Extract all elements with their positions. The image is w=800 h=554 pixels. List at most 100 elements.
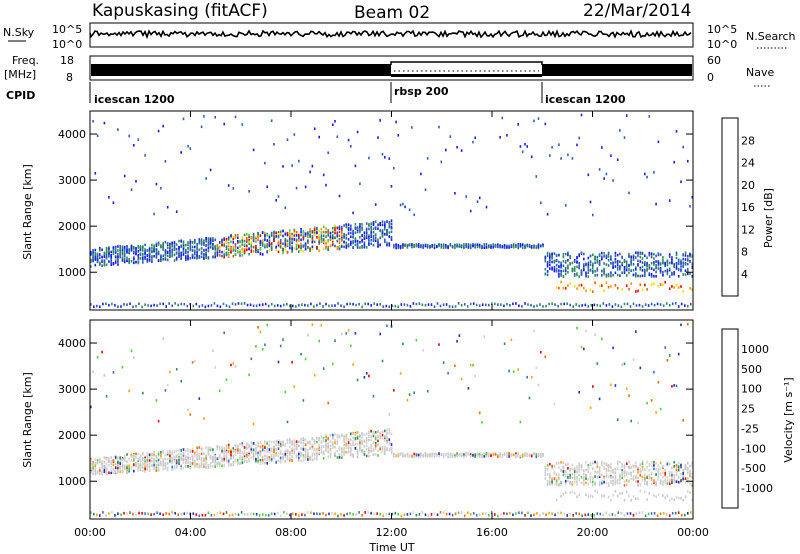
scatter-cell [282, 452, 284, 456]
scatter-cell [384, 233, 386, 236]
scatter-cell [300, 242, 302, 246]
scatter-cell [171, 254, 173, 258]
scatter-cell [309, 440, 311, 443]
scatter-cell [370, 444, 372, 447]
scatter-cell [218, 447, 221, 451]
scatter-cell [350, 225, 352, 228]
scatter-cell [268, 459, 271, 462]
scatter-cell [553, 402, 556, 406]
scatter-cell [519, 145, 522, 148]
scatter-cell [639, 366, 642, 370]
scatter-cell [442, 455, 445, 459]
scatter-cell [316, 437, 318, 440]
scatter-cell [551, 146, 553, 149]
scatter-cell [239, 443, 241, 446]
scatter-cell [659, 461, 662, 465]
scatter-cell [573, 269, 576, 272]
scatter-cell [457, 302, 460, 305]
scatter-cell [680, 269, 682, 273]
scatter-cell [103, 374, 106, 377]
scatter-cell [386, 230, 388, 233]
scatter-cell [666, 494, 669, 498]
scatter-cell [639, 260, 642, 263]
scatter-cell [478, 455, 481, 459]
scatter-cell [503, 304, 505, 308]
scatter-cell [377, 454, 379, 457]
scatter-cell [653, 464, 655, 467]
scatter-cell [605, 273, 608, 277]
scatter-cell [675, 464, 678, 467]
scatter-cell [155, 465, 158, 469]
scatter-cell [349, 512, 351, 515]
scatter-cell [587, 513, 590, 516]
scatter-cell [157, 252, 160, 256]
scatter-cell [267, 514, 270, 517]
scatter-cell [598, 469, 601, 472]
scatter-cell [644, 473, 646, 476]
scatter-cell [322, 247, 325, 251]
scatter-cell [580, 476, 583, 479]
scatter-cell [205, 251, 207, 254]
scatter-cell [196, 245, 198, 248]
scatter-cell [594, 333, 596, 337]
scatter-cell [558, 272, 560, 276]
scatter-cell [607, 264, 610, 267]
scatter-cell [691, 195, 694, 199]
scatter-cell [515, 302, 517, 305]
scatter-cell [334, 236, 336, 240]
scatter-cell [304, 247, 307, 251]
velocity-panel: 00:00 04:00 08:00 12:00 16:00 20:00 00:0040003… [21, 319, 709, 554]
scatter-cell [564, 474, 567, 477]
scatter-cell [239, 249, 241, 252]
scatter-cell [519, 420, 522, 424]
scatter-cell [519, 454, 522, 458]
scatter-cell [234, 246, 237, 249]
scatter-cell [259, 441, 262, 445]
scatter-cell [630, 419, 632, 423]
scatter-cell [605, 172, 608, 176]
scatter-cell [325, 434, 327, 437]
scatter-cell [573, 260, 576, 263]
scatter-cell [96, 470, 99, 473]
scatter-cell [684, 273, 687, 276]
scatter-cell [99, 248, 101, 252]
scatter-cell [386, 433, 388, 436]
scatter-cell [571, 476, 574, 480]
scatter-cell [200, 238, 203, 241]
scatter-cell [580, 272, 583, 276]
scatter-cell [180, 251, 182, 255]
scatter-cell [180, 151, 182, 154]
scatter-cell [144, 470, 146, 473]
scatter-cell [394, 304, 397, 308]
scatter-cell [546, 254, 549, 257]
scatter-cell [332, 362, 334, 366]
scatter-cell [553, 465, 556, 468]
scatter-cell [307, 452, 309, 455]
scatter-cell [114, 249, 117, 252]
scatter-cell [130, 244, 133, 248]
scatter-cell [530, 303, 532, 307]
nsearch-label: N.Search [746, 30, 796, 43]
scatter-cell [682, 261, 684, 264]
scatter-cell [325, 245, 327, 249]
scatter-cell [472, 454, 474, 457]
scatter-cell [270, 459, 273, 463]
scatter-cell [157, 419, 160, 423]
scatter-cell [307, 333, 309, 337]
scatter-cell [603, 476, 605, 480]
scatter-cell [467, 246, 470, 249]
scatter-cell [564, 267, 567, 270]
scatter-cell [630, 269, 632, 272]
scatter-cell [180, 464, 182, 467]
scatter-cell [558, 275, 560, 278]
scatter-cell [687, 262, 689, 266]
scatter-cell [352, 211, 354, 215]
scatter-cell [203, 239, 205, 242]
scatter-cell [173, 244, 176, 248]
scatter-cell [603, 262, 605, 265]
scatter-cell [370, 242, 372, 246]
scatter-cell [536, 304, 538, 308]
scatter-cell [320, 439, 323, 443]
scatter-cell [338, 456, 341, 459]
scatter-cell [465, 243, 467, 247]
